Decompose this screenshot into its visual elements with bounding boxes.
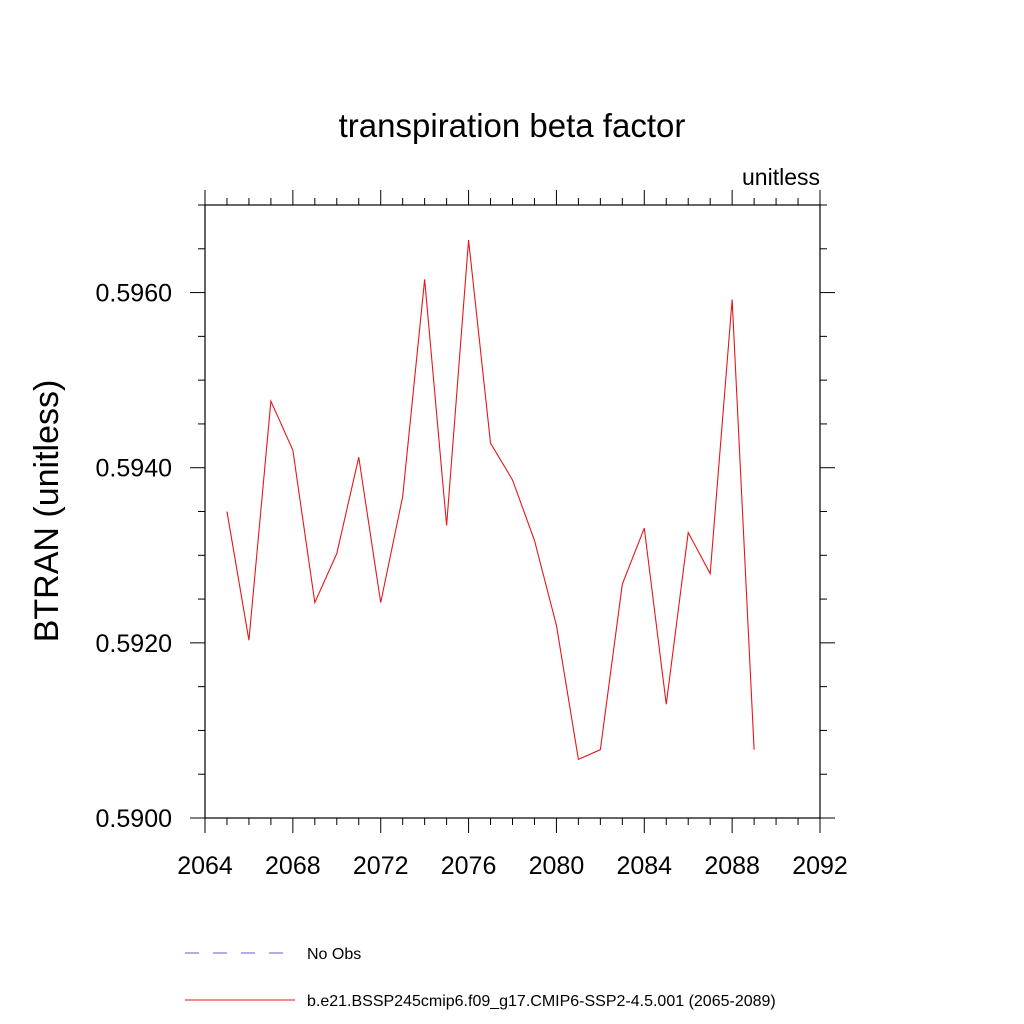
series-line-0 xyxy=(226,239,755,761)
x-tick-label: 2084 xyxy=(616,852,672,880)
legend-label-no-obs: No Obs xyxy=(307,946,361,963)
x-tick-label: 2064 xyxy=(177,852,233,880)
y-tick-label: 0.5900 xyxy=(96,805,172,833)
y-tick-label: 0.5960 xyxy=(96,280,172,308)
y-axis-tick-labels: 0.5900 0.5920 0.5940 0.5960 xyxy=(96,280,172,833)
x-tick-label: 2068 xyxy=(265,852,321,880)
x-tick-label: 2092 xyxy=(792,852,848,880)
x-tick-label: 2076 xyxy=(441,852,497,880)
x-tick-label: 2088 xyxy=(704,852,760,880)
y-tick-label: 0.5940 xyxy=(96,455,172,483)
units-label: unitless xyxy=(742,164,820,190)
legend: No Obs b.e21.BSSP245cmip6.f09_g17.CMIP6-… xyxy=(185,946,776,1010)
y-axis-label: BTRAN (unitless) xyxy=(28,380,66,643)
x-tick-label: 2072 xyxy=(353,852,409,880)
x-axis-tick-labels: 2064 2068 2072 2076 2080 2084 2088 2092 xyxy=(177,852,848,880)
series-layer xyxy=(226,239,755,761)
legend-label-simulation: b.e21.BSSP245cmip6.f09_g17.CMIP6-SSP2-4.… xyxy=(307,993,776,1010)
y-tick-label: 0.5920 xyxy=(96,630,172,658)
x-tick-label: 2080 xyxy=(529,852,585,880)
y-axis-ticks xyxy=(190,204,835,819)
x-axis-ticks xyxy=(204,190,821,833)
chart-title: transpiration beta factor xyxy=(339,107,686,144)
plot-frame xyxy=(204,204,821,819)
